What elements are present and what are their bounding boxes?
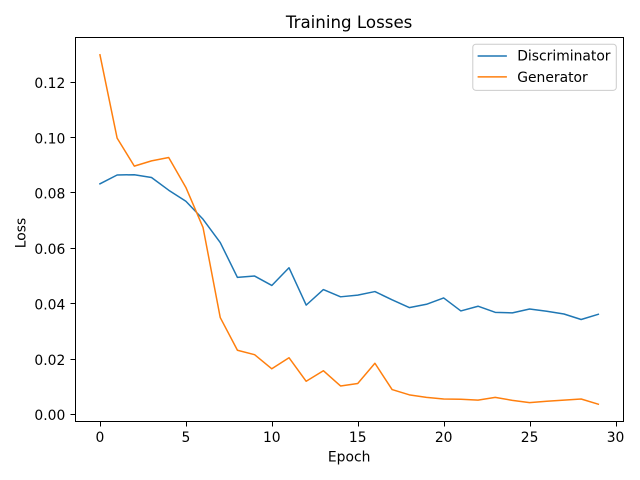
y-tick-label: 0.10 [34,131,65,147]
plot-area: 0 5 10 15 20 25 30 0.00 0.02 0.04 0.06 0.08 0.10 0.12 [34,37,624,446]
y-tick-label: 0.04 [34,297,65,313]
y-tick-label: 0.12 [34,76,65,92]
x-tick-label: 30 [607,430,625,446]
series-line-discriminator [98,173,600,321]
legend-label-discriminator: Discriminator [517,49,611,65]
y-tick-label: 0.00 [34,408,65,424]
legend-entry-discriminator: Discriminator [477,49,611,65]
axes-background [75,37,624,422]
y-axis-label: Loss [14,218,30,248]
legend-entry-generator: Generator [477,70,588,86]
x-tick-label: 0 [96,430,105,446]
chart-title: Training Losses [285,13,412,32]
x-axis-label: Epoch [328,450,371,466]
x-tick-label: 25 [521,430,539,446]
series-line-generator [99,53,600,406]
x-tick-label: 20 [435,430,453,446]
y-tick-label: 0.02 [34,353,65,369]
x-tick-label: 10 [263,430,281,446]
x-tick-label: 5 [181,430,190,446]
legend-frame [472,43,617,91]
legend-label-generator: Generator [517,70,588,86]
y-tick-label: 0.08 [34,187,65,203]
y-tick-label: 0.06 [34,242,65,258]
x-tick-label: 15 [349,430,367,446]
legend: Discriminator Generator [472,43,617,91]
axes-spines [75,37,624,422]
